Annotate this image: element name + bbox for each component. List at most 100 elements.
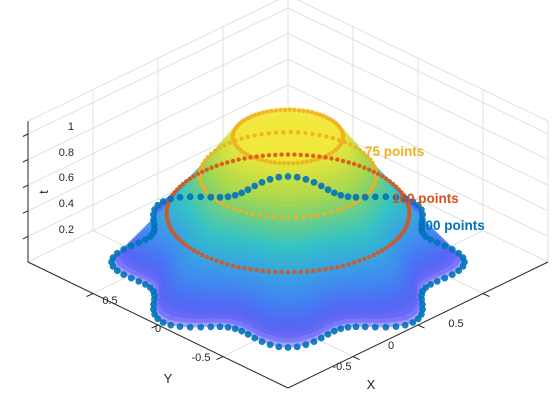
data-point [401, 195, 409, 203]
data-point [323, 155, 328, 160]
data-point [200, 252, 205, 258]
x-tick-label: 0.5 [448, 318, 463, 330]
data-point [252, 133, 257, 138]
y-tick [86, 293, 94, 298]
data-point [448, 246, 456, 253]
data-point [396, 187, 401, 192]
data-point [200, 161, 205, 167]
data-point [303, 130, 308, 136]
data-point [419, 216, 426, 224]
data-point [175, 187, 180, 192]
data-point [266, 131, 271, 136]
data-point [214, 258, 219, 264]
data-point [252, 112, 258, 118]
data-point [180, 240, 186, 245]
data-point [300, 160, 305, 165]
data-point [231, 325, 239, 333]
y-tick-label: 0 [155, 323, 161, 335]
data-point [150, 300, 158, 308]
data-point [367, 254, 372, 260]
data-point [286, 161, 291, 166]
data-point [291, 161, 296, 166]
data-point [409, 198, 417, 205]
data-point [317, 112, 323, 118]
data-point [275, 173, 283, 181]
data-point [172, 232, 177, 237]
data-point [281, 130, 286, 135]
data-point [202, 158, 208, 163]
grid-line [287, 58, 549, 186]
data-point [216, 193, 224, 201]
data-point [249, 114, 254, 119]
data-point [220, 201, 226, 207]
data-point [216, 323, 224, 331]
data-point [263, 158, 269, 164]
data-point [287, 107, 292, 113]
data-point [380, 174, 385, 179]
grid-line [27, 84, 289, 212]
data-point [197, 175, 203, 181]
data-point [373, 178, 378, 183]
data-point [176, 194, 184, 201]
data-point [236, 157, 241, 162]
data-point [273, 130, 279, 135]
data-point [352, 323, 360, 331]
data-point [392, 323, 400, 330]
x-tick [417, 324, 425, 329]
grid-line [27, 33, 289, 161]
data-point [266, 175, 274, 183]
data-point [324, 134, 329, 139]
data-point [353, 145, 358, 150]
data-point [455, 249, 463, 257]
data-point [176, 323, 184, 330]
z-tick-label: 0.4 [59, 198, 74, 210]
x-tick [352, 356, 360, 361]
data-point [330, 135, 336, 141]
data-point [292, 152, 297, 157]
data-point [273, 152, 278, 158]
data-point [212, 148, 218, 154]
data-point [231, 206, 237, 211]
data-point [433, 278, 441, 285]
data-point [251, 334, 259, 342]
data-point [344, 323, 352, 331]
data-point [187, 245, 192, 251]
data-point [209, 165, 214, 170]
data-point [340, 263, 346, 268]
data-point [186, 193, 194, 201]
data-point [376, 171, 381, 177]
data-point [414, 201, 422, 209]
data-point [239, 136, 244, 141]
data-point [177, 184, 183, 189]
data-point [370, 160, 375, 166]
data-point [371, 182, 377, 187]
data-point [200, 169, 205, 174]
data-point [407, 211, 412, 216]
data-point [459, 254, 467, 261]
data-point [207, 193, 215, 201]
x-axis-label: X [367, 377, 376, 392]
data-point [187, 176, 192, 181]
data-point [279, 152, 284, 157]
data-point [285, 270, 291, 275]
data-point [244, 210, 249, 215]
data-point [135, 278, 143, 285]
surface-slice [232, 107, 344, 161]
data-point [233, 138, 238, 143]
data-point [293, 343, 301, 351]
data-point [330, 327, 338, 335]
data-point [195, 250, 200, 255]
data-point [167, 195, 175, 203]
data-point [225, 160, 230, 165]
data-point [226, 204, 231, 209]
data-point [317, 154, 322, 159]
data-point [329, 266, 334, 271]
data-point [195, 171, 200, 177]
z-tick-label: 1 [68, 121, 74, 133]
annotation-300-points: 300 points [418, 218, 485, 233]
x-tick-label: 0 [388, 340, 394, 352]
data-point [120, 271, 128, 278]
grid-line [27, 7, 289, 135]
data-point [154, 315, 162, 323]
data-point [384, 245, 389, 251]
